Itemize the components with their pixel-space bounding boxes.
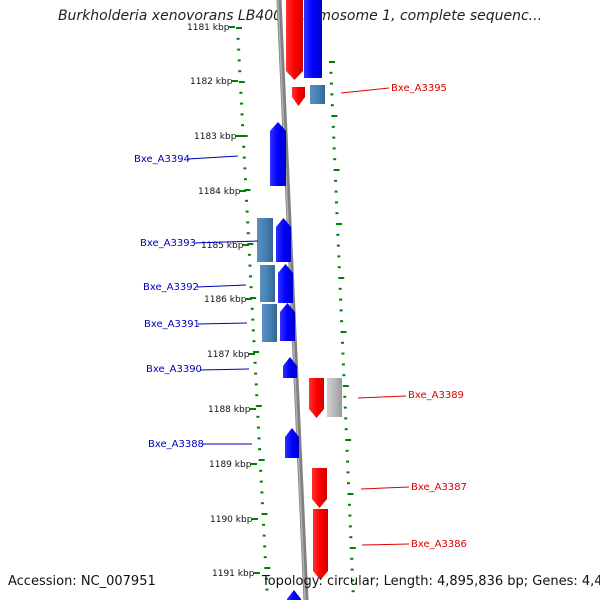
- gene-label-leader: [197, 322, 248, 325]
- reverse-gene-arrow[interactable]: [262, 304, 277, 342]
- forward-gene-arrow[interactable]: [309, 378, 324, 418]
- gene-label-leader: [199, 368, 250, 371]
- gene-label[interactable]: Bxe_A3389: [408, 390, 464, 401]
- reverse-gene-arrow[interactable]: [270, 122, 286, 186]
- gene-label-leader: [360, 486, 410, 490]
- reverse-gene-arrow[interactable]: [310, 85, 325, 104]
- forward-gene-arrow[interactable]: [312, 468, 327, 508]
- forward-gene-arrow[interactable]: [327, 378, 342, 417]
- gene-label[interactable]: Bxe_A3388: [148, 439, 204, 450]
- gene-label[interactable]: Bxe_A3391: [144, 319, 200, 330]
- forward-gene-arrow[interactable]: [286, 0, 303, 80]
- coordinate-labels: 1181 kbp 1182 kbp 1183 kbp 1184 kbp 1185 kbp…: [187, 23, 260, 579]
- reverse-gene-arrow[interactable]: [304, 0, 322, 78]
- coordinate-label: 1191 kbp: [212, 569, 255, 579]
- gene-label-leader: [361, 543, 410, 546]
- forward-gene-arrow[interactable]: [313, 509, 328, 580]
- reverse-gene-arrow[interactable]: [285, 428, 299, 458]
- coordinate-label: 1188 kbp: [208, 405, 251, 415]
- reverse-gene-arrow[interactable]: [287, 590, 301, 600]
- coordinate-label: 1185 kbp: [201, 241, 244, 251]
- coordinate-label: 1187 kbp: [207, 350, 250, 360]
- reverse-gene-arrow[interactable]: [278, 264, 293, 303]
- gene-label-leader: [357, 395, 407, 399]
- forward-gene-arrow[interactable]: [292, 87, 305, 106]
- coordinate-label: 1181 kbp: [187, 23, 230, 33]
- coordinate-label: 1186 kbp: [204, 295, 247, 305]
- coordinate-label: 1184 kbp: [198, 187, 241, 197]
- coordinate-label: 1189 kbp: [209, 460, 252, 470]
- gene-label-leader: [187, 155, 239, 160]
- gene-label-leader: [340, 87, 390, 94]
- gene-label[interactable]: Bxe_A3387: [411, 482, 467, 493]
- reverse-gene-arrow[interactable]: [260, 265, 275, 302]
- gene-label[interactable]: Bxe_A3386: [411, 539, 467, 550]
- gene-label[interactable]: Bxe_A3393: [140, 238, 196, 249]
- gene-labels: Bxe_A3395 Bxe_A3394 Bxe_A3393 Bxe_A3392 Bxe_…: [134, 83, 467, 550]
- gene-label[interactable]: Bxe_A3394: [134, 154, 190, 165]
- accession-text: Accession: NC_007951: [8, 574, 156, 589]
- gene-features: [257, 0, 342, 600]
- reverse-gene-arrow[interactable]: [280, 303, 295, 341]
- gene-label-leader: [193, 240, 259, 244]
- tick-marks: [236, 27, 356, 593]
- coordinate-label: 1190 kbp: [210, 515, 253, 525]
- topology-summary: Topology: circular; Length: 4,895,836 bp…: [262, 574, 600, 589]
- gene-label[interactable]: Bxe_A3390: [146, 364, 202, 375]
- reverse-gene-arrow[interactable]: [257, 218, 273, 262]
- gene-label[interactable]: Bxe_A3392: [143, 282, 199, 293]
- gene-label[interactable]: Bxe_A3395: [391, 83, 447, 94]
- reverse-gene-arrow[interactable]: [276, 218, 291, 262]
- coordinate-label: 1182 kbp: [190, 77, 233, 87]
- reverse-gene-arrow[interactable]: [283, 357, 297, 378]
- gene-label-leader: [196, 284, 247, 288]
- coordinate-label: 1183 kbp: [194, 132, 237, 142]
